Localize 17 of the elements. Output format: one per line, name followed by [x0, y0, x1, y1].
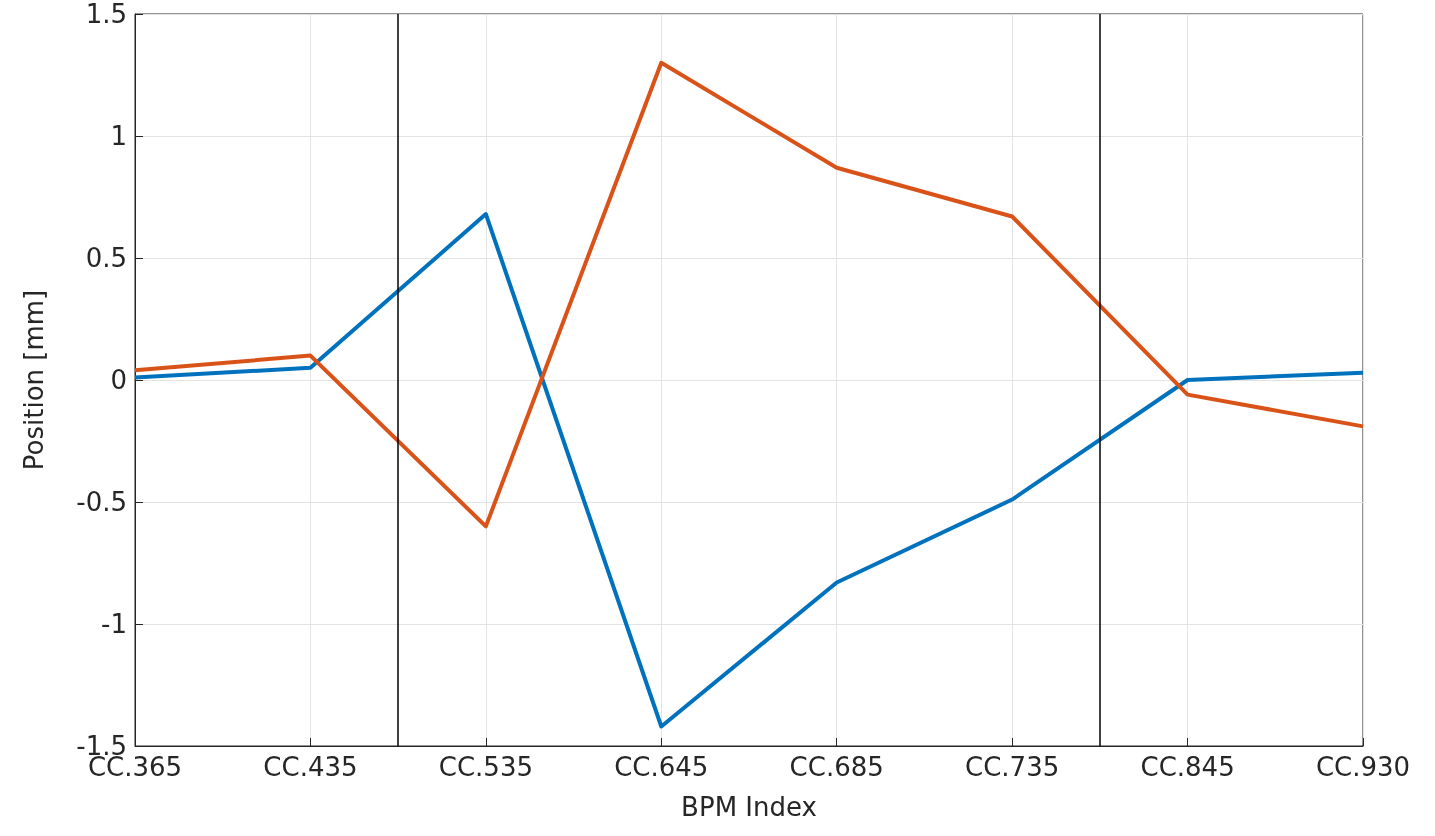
- y-tick-label: -0.5: [76, 487, 127, 517]
- line-series: [133, 60, 1365, 529]
- x-tick-label: CC.735: [965, 752, 1060, 782]
- line-series: [133, 212, 1365, 729]
- y-tick-label: 0: [110, 365, 127, 395]
- y-tick-label: 1: [110, 121, 127, 151]
- y-axis-title: Position [mm]: [19, 289, 49, 471]
- x-tick-label: CC.645: [614, 752, 709, 782]
- y-tick-label: 0.5: [85, 243, 127, 273]
- x-axis-title: BPM Index: [681, 792, 817, 822]
- x-tick-label: CC.535: [438, 752, 533, 782]
- y-tick-label: -1: [101, 609, 127, 639]
- x-tick-label: CC.685: [789, 752, 884, 782]
- x-tick-label: CC.930: [1315, 752, 1411, 782]
- y-tick-label: 1.5: [85, 0, 127, 29]
- x-tick-label: CC.845: [1140, 752, 1235, 782]
- x-tick-label: CC.435: [263, 752, 358, 782]
